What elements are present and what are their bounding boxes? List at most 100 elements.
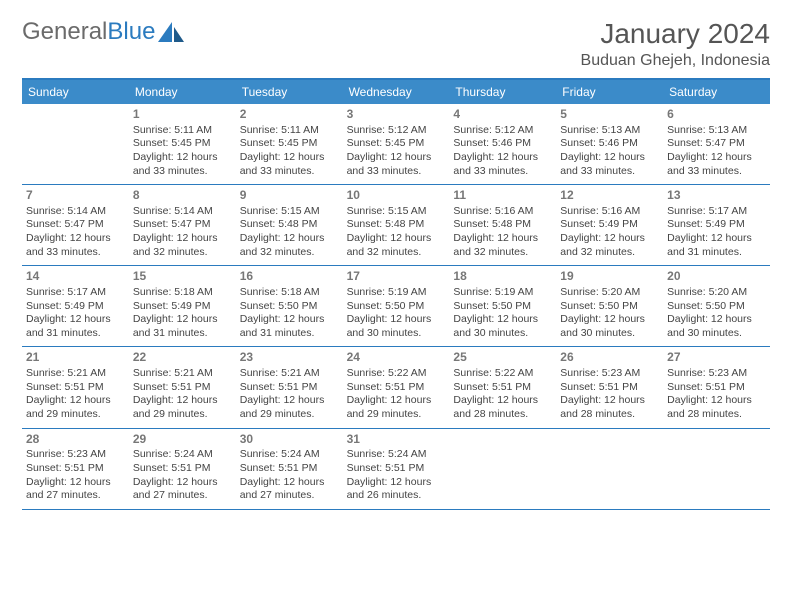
day-cell: 6Sunrise: 5:13 AMSunset: 5:47 PMDaylight… [663, 104, 770, 184]
day-number: 20 [667, 269, 766, 285]
day-info-line: Daylight: 12 hours [347, 476, 446, 490]
day-info-line: Daylight: 12 hours [26, 394, 125, 408]
day-info-line: Sunrise: 5:21 AM [240, 367, 339, 381]
day-info-line: Sunrise: 5:21 AM [26, 367, 125, 381]
day-cell: 10Sunrise: 5:15 AMSunset: 5:48 PMDayligh… [343, 185, 450, 265]
day-info-line: Daylight: 12 hours [347, 232, 446, 246]
day-info-line: Sunrise: 5:16 AM [560, 205, 659, 219]
day-info-line: Daylight: 12 hours [133, 151, 232, 165]
day-info-line: Sunrise: 5:12 AM [347, 124, 446, 138]
day-info-line: Sunset: 5:45 PM [347, 137, 446, 151]
day-cell [556, 429, 663, 509]
day-cell: 16Sunrise: 5:18 AMSunset: 5:50 PMDayligh… [236, 266, 343, 346]
day-info-line: Daylight: 12 hours [240, 476, 339, 490]
day-cell: 5Sunrise: 5:13 AMSunset: 5:46 PMDaylight… [556, 104, 663, 184]
day-cell: 11Sunrise: 5:16 AMSunset: 5:48 PMDayligh… [449, 185, 556, 265]
day-info-line: Sunset: 5:49 PM [667, 218, 766, 232]
day-info-line: Daylight: 12 hours [347, 394, 446, 408]
day-cell [449, 429, 556, 509]
day-info-line: Sunset: 5:48 PM [347, 218, 446, 232]
weekday-header: Sunday [22, 80, 129, 104]
day-info-line: and 30 minutes. [667, 327, 766, 341]
day-cell: 20Sunrise: 5:20 AMSunset: 5:50 PMDayligh… [663, 266, 770, 346]
day-info-line: Daylight: 12 hours [453, 313, 552, 327]
day-info-line: Sunrise: 5:15 AM [240, 205, 339, 219]
day-info-line: Sunrise: 5:11 AM [133, 124, 232, 138]
day-info-line: Sunrise: 5:16 AM [453, 205, 552, 219]
day-cell: 30Sunrise: 5:24 AMSunset: 5:51 PMDayligh… [236, 429, 343, 509]
day-info-line: and 33 minutes. [347, 165, 446, 179]
day-info-line: Sunset: 5:51 PM [347, 462, 446, 476]
day-info-line: and 27 minutes. [133, 489, 232, 503]
day-info-line: Daylight: 12 hours [667, 151, 766, 165]
weekday-header: Thursday [449, 80, 556, 104]
week-row: 7Sunrise: 5:14 AMSunset: 5:47 PMDaylight… [22, 185, 770, 266]
day-info-line: and 31 minutes. [26, 327, 125, 341]
day-cell: 14Sunrise: 5:17 AMSunset: 5:49 PMDayligh… [22, 266, 129, 346]
day-number: 31 [347, 432, 446, 448]
day-info-line: and 29 minutes. [347, 408, 446, 422]
day-info-line: Daylight: 12 hours [347, 313, 446, 327]
day-info-line: and 26 minutes. [347, 489, 446, 503]
day-cell: 9Sunrise: 5:15 AMSunset: 5:48 PMDaylight… [236, 185, 343, 265]
day-info-line: Daylight: 12 hours [133, 476, 232, 490]
day-cell: 15Sunrise: 5:18 AMSunset: 5:49 PMDayligh… [129, 266, 236, 346]
weekday-header: Tuesday [236, 80, 343, 104]
day-number: 22 [133, 350, 232, 366]
day-cell: 18Sunrise: 5:19 AMSunset: 5:50 PMDayligh… [449, 266, 556, 346]
day-info-line: Sunrise: 5:23 AM [26, 448, 125, 462]
day-info-line: and 29 minutes. [240, 408, 339, 422]
day-info-line: Sunrise: 5:13 AM [560, 124, 659, 138]
day-info-line: Sunset: 5:51 PM [26, 381, 125, 395]
day-info-line: Sunset: 5:49 PM [26, 300, 125, 314]
day-info-line: Daylight: 12 hours [26, 313, 125, 327]
day-number: 26 [560, 350, 659, 366]
day-cell: 27Sunrise: 5:23 AMSunset: 5:51 PMDayligh… [663, 347, 770, 427]
day-info-line: Sunset: 5:51 PM [560, 381, 659, 395]
day-info-line: and 32 minutes. [560, 246, 659, 260]
day-info-line: Sunrise: 5:13 AM [667, 124, 766, 138]
day-cell: 29Sunrise: 5:24 AMSunset: 5:51 PMDayligh… [129, 429, 236, 509]
day-info-line: Daylight: 12 hours [667, 232, 766, 246]
day-info-line: Sunrise: 5:18 AM [240, 286, 339, 300]
day-cell: 23Sunrise: 5:21 AMSunset: 5:51 PMDayligh… [236, 347, 343, 427]
day-number: 10 [347, 188, 446, 204]
day-info-line: and 31 minutes. [133, 327, 232, 341]
day-info-line: Daylight: 12 hours [26, 476, 125, 490]
page-header: GeneralBlue January 2024 Buduan Ghejeh, … [22, 18, 770, 70]
day-cell: 28Sunrise: 5:23 AMSunset: 5:51 PMDayligh… [22, 429, 129, 509]
day-info-line: Sunset: 5:47 PM [26, 218, 125, 232]
logo-text-2: Blue [107, 18, 155, 46]
logo-text-1: General [22, 18, 107, 46]
day-cell: 17Sunrise: 5:19 AMSunset: 5:50 PMDayligh… [343, 266, 450, 346]
day-number: 18 [453, 269, 552, 285]
calendar-page: GeneralBlue January 2024 Buduan Ghejeh, … [0, 0, 792, 520]
day-info-line: and 33 minutes. [667, 165, 766, 179]
day-info-line: Daylight: 12 hours [240, 151, 339, 165]
day-info-line: Sunrise: 5:24 AM [347, 448, 446, 462]
weeks-container: 1Sunrise: 5:11 AMSunset: 5:45 PMDaylight… [22, 104, 770, 510]
day-number: 14 [26, 269, 125, 285]
day-info-line: Daylight: 12 hours [240, 232, 339, 246]
day-info-line: Sunset: 5:47 PM [667, 137, 766, 151]
day-number: 7 [26, 188, 125, 204]
logo: GeneralBlue [22, 18, 184, 46]
day-number: 6 [667, 107, 766, 123]
day-cell: 19Sunrise: 5:20 AMSunset: 5:50 PMDayligh… [556, 266, 663, 346]
day-info-line: Daylight: 12 hours [133, 232, 232, 246]
day-number: 15 [133, 269, 232, 285]
day-info-line: Daylight: 12 hours [453, 232, 552, 246]
day-cell: 2Sunrise: 5:11 AMSunset: 5:45 PMDaylight… [236, 104, 343, 184]
day-info-line: Daylight: 12 hours [133, 394, 232, 408]
day-info-line: and 32 minutes. [240, 246, 339, 260]
day-info-line: Sunset: 5:50 PM [240, 300, 339, 314]
day-number: 2 [240, 107, 339, 123]
day-info-line: Sunrise: 5:11 AM [240, 124, 339, 138]
day-info-line: and 30 minutes. [453, 327, 552, 341]
day-info-line: Sunset: 5:50 PM [667, 300, 766, 314]
day-info-line: Sunset: 5:48 PM [240, 218, 339, 232]
day-info-line: Sunset: 5:45 PM [240, 137, 339, 151]
day-cell: 12Sunrise: 5:16 AMSunset: 5:49 PMDayligh… [556, 185, 663, 265]
day-cell: 31Sunrise: 5:24 AMSunset: 5:51 PMDayligh… [343, 429, 450, 509]
day-number: 11 [453, 188, 552, 204]
